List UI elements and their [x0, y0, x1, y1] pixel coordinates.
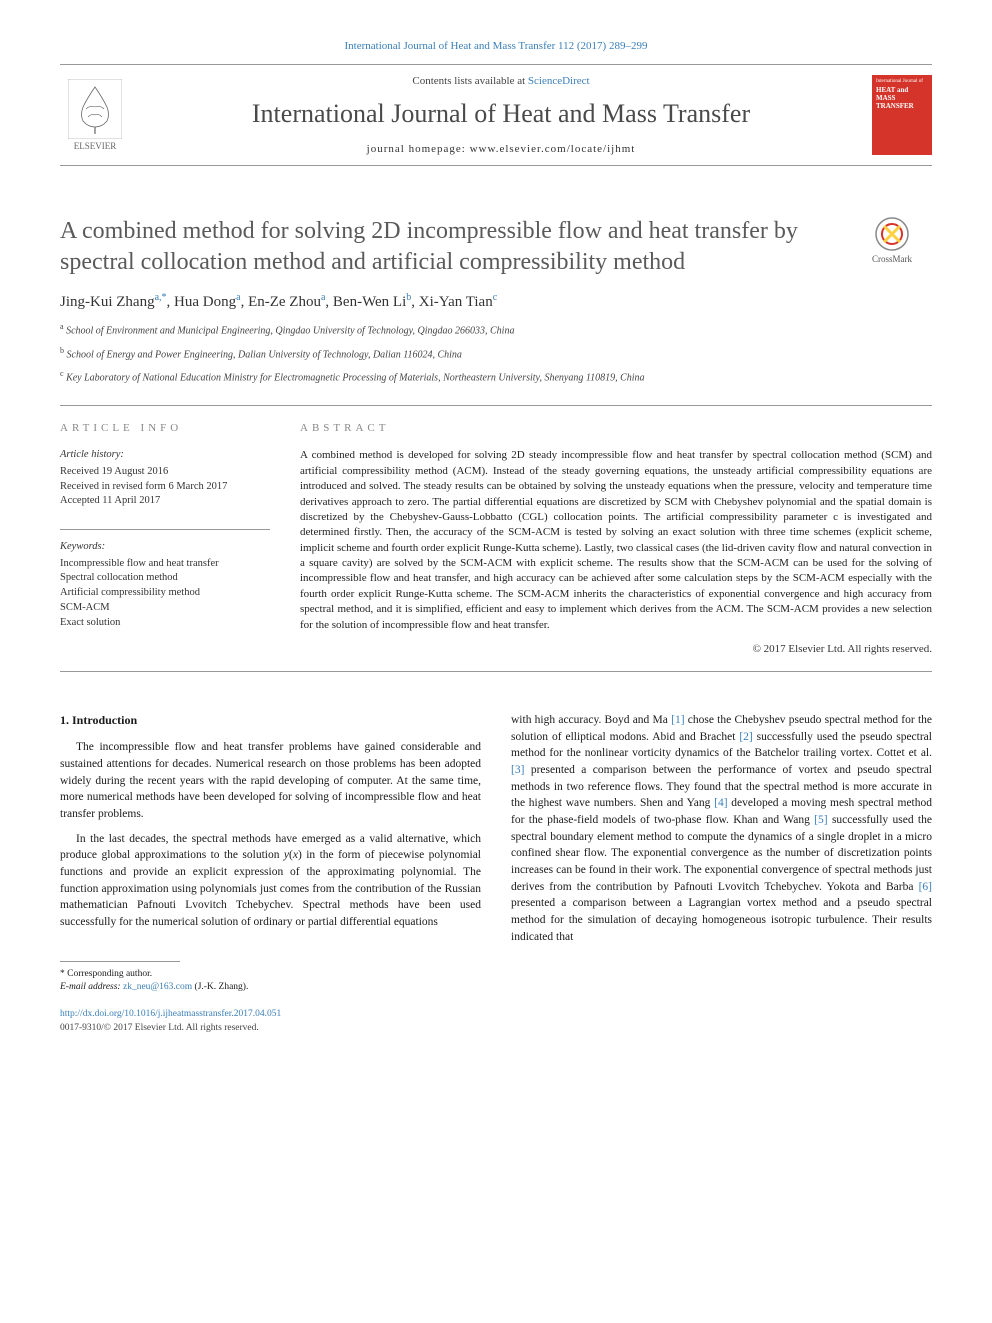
- body-left-column: 1. Introduction The incompressible flow …: [60, 712, 481, 1036]
- citation-ref[interactable]: [6]: [919, 881, 932, 893]
- footnote-divider: [60, 961, 180, 962]
- body-paragraph: with high accuracy. Boyd and Ma [1] chos…: [511, 712, 932, 945]
- corr-author-label: * Corresponding author.: [60, 968, 481, 981]
- journal-homepage: journal homepage: www.elsevier.com/locat…: [130, 143, 872, 155]
- author-name: , Hua Dong: [167, 294, 237, 310]
- body-paragraph: The incompressible flow and heat transfe…: [60, 739, 481, 822]
- affiliation: b School of Energy and Power Engineering…: [60, 345, 932, 362]
- history-accepted: Accepted 11 April 2017: [60, 494, 270, 509]
- keyword: Spectral collocation method: [60, 571, 270, 586]
- citation-ref[interactable]: [2]: [739, 731, 752, 743]
- corresponding-author-note: * Corresponding author. E-mail address: …: [60, 968, 481, 995]
- crossmark-label: CrossMark: [872, 254, 912, 264]
- cover-line1: HEAT and MASS: [876, 86, 928, 102]
- journal-name: International Journal of Heat and Mass T…: [130, 99, 872, 129]
- journal-cover-thumbnail: International Journal of HEAT and MASS T…: [872, 75, 932, 155]
- author-email[interactable]: zk_neu@163.com: [123, 982, 192, 992]
- keyword: Artificial compressibility method: [60, 586, 270, 601]
- cover-line2: TRANSFER: [876, 102, 928, 110]
- homepage-url[interactable]: www.elsevier.com/locate/ijhmt: [470, 143, 636, 155]
- citation-ref[interactable]: [3]: [511, 764, 524, 776]
- article-title: A combined method for solving 2D incompr…: [60, 216, 932, 278]
- divider-line: [60, 671, 932, 672]
- history-label: Article history:: [60, 448, 270, 463]
- affiliation: c Key Laboratory of National Education M…: [60, 368, 932, 385]
- author-list: Jing-Kui Zhanga,*, Hua Donga, En-Ze Zhou…: [60, 292, 932, 311]
- abstract-text: A combined method is developed for solvi…: [300, 448, 932, 633]
- elsevier-label: ELSEVIER: [74, 141, 117, 151]
- divider-line: [60, 405, 932, 406]
- affiliation: a School of Environment and Municipal En…: [60, 321, 932, 338]
- citation-ref[interactable]: [4]: [714, 797, 727, 809]
- author-name: , En-Ze Zhou: [241, 294, 321, 310]
- elsevier-tree-icon: [68, 79, 122, 139]
- citation-ref[interactable]: [1]: [671, 714, 684, 726]
- sciencedirect-link[interactable]: ScienceDirect: [528, 75, 590, 87]
- citation-ref[interactable]: [5]: [814, 814, 827, 826]
- doi-link[interactable]: http://dx.doi.org/10.1016/j.ijheatmasstr…: [60, 1008, 481, 1022]
- contents-available: Contents lists available at ScienceDirec…: [130, 75, 872, 87]
- body-right-column: with high accuracy. Boyd and Ma [1] chos…: [511, 712, 932, 1036]
- body-paragraph: In the last decades, the spectral method…: [60, 831, 481, 931]
- citation-line: International Journal of Heat and Mass T…: [60, 40, 932, 52]
- author-name: , Ben-Wen Li: [325, 294, 406, 310]
- journal-header: ELSEVIER Contents lists available at Sci…: [60, 64, 932, 166]
- author-name: , Xi-Yan Tian: [411, 294, 492, 310]
- article-history: Article history: Received 19 August 2016…: [60, 448, 270, 509]
- crossmark-icon: [874, 216, 910, 252]
- contents-prefix: Contents lists available at: [412, 75, 527, 87]
- author-affil-sup: c: [493, 292, 497, 303]
- keyword: SCM-ACM: [60, 601, 270, 616]
- doi-block: http://dx.doi.org/10.1016/j.ijheatmasstr…: [60, 1008, 481, 1036]
- homepage-prefix: journal homepage:: [367, 143, 470, 155]
- section-heading-intro: 1. Introduction: [60, 712, 481, 729]
- article-info-label: ARTICLE INFO: [60, 422, 270, 434]
- keyword: Exact solution: [60, 616, 270, 631]
- keywords-block: Keywords: Incompressible flow and heat t…: [60, 540, 270, 630]
- history-received: Received 19 August 2016: [60, 465, 270, 480]
- cover-top-text: International Journal of: [876, 79, 928, 84]
- email-label: E-mail address:: [60, 982, 123, 992]
- info-divider: [60, 529, 270, 530]
- email-suffix: (J.-K. Zhang).: [192, 982, 248, 992]
- crossmark-badge[interactable]: CrossMark: [852, 216, 932, 264]
- keywords-label: Keywords:: [60, 540, 270, 555]
- abstract-copyright: © 2017 Elsevier Ltd. All rights reserved…: [300, 643, 932, 655]
- issn-copyright: 0017-9310/© 2017 Elsevier Ltd. All right…: [60, 1022, 481, 1036]
- history-revised: Received in revised form 6 March 2017: [60, 480, 270, 495]
- elsevier-logo: ELSEVIER: [60, 75, 130, 155]
- author-affil-sup: a,*: [155, 292, 167, 303]
- keyword: Incompressible flow and heat transfer: [60, 557, 270, 572]
- abstract-label: ABSTRACT: [300, 422, 932, 434]
- author-name: Jing-Kui Zhang: [60, 294, 155, 310]
